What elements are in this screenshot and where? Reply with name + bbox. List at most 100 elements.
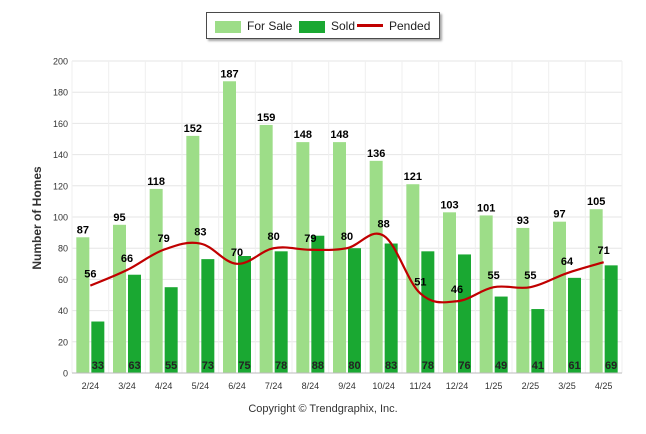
data-label-sold: 41 xyxy=(532,360,544,372)
x-tick-label: 3/25 xyxy=(558,381,576,391)
data-label-sold: 75 xyxy=(238,360,250,372)
legend-item-pended[interactable]: Pended xyxy=(357,19,430,33)
data-label-pended: 64 xyxy=(561,256,574,268)
bar-sold xyxy=(91,321,105,373)
data-label-sold: 55 xyxy=(165,360,177,372)
x-tick-label: 3/24 xyxy=(118,381,136,391)
x-tick-label: 2/25 xyxy=(522,381,540,391)
bar-for-sale xyxy=(516,227,530,373)
legend-swatch-pended xyxy=(357,24,383,28)
data-label-pended: 46 xyxy=(451,284,463,296)
axes: 0 20 40 60 80 100 120 140 160 180 200 2/24 3/24 4/24 5… xyxy=(53,57,622,391)
x-tick-label: 5/24 xyxy=(192,381,210,391)
x-tick-label: 7/24 xyxy=(265,381,283,391)
bar-sold xyxy=(568,277,581,373)
data-label-for-sale: 101 xyxy=(477,202,495,214)
bar-for-sale xyxy=(589,209,603,373)
bar-sold xyxy=(164,287,178,373)
legend-item-sold[interactable]: Sold xyxy=(299,19,355,33)
bar-for-sale xyxy=(223,81,236,373)
data-label-sold: 61 xyxy=(568,360,580,372)
bar-sold xyxy=(201,259,215,373)
y-tick-label: 80 xyxy=(58,244,68,254)
data-label-pended: 71 xyxy=(598,245,610,257)
data-label-for-sale: 103 xyxy=(440,199,458,211)
y-tick-label: 200 xyxy=(53,57,68,67)
data-label-for-sale: 95 xyxy=(113,212,125,224)
data-label-pended: 80 xyxy=(341,231,353,243)
y-tick-label: 100 xyxy=(53,213,68,223)
data-label-sold: 80 xyxy=(348,360,360,372)
y-tick-label: 120 xyxy=(53,181,68,191)
data-label-for-sale: 152 xyxy=(184,123,202,135)
data-label-pended: 56 xyxy=(84,269,96,281)
x-tick-label: 6/24 xyxy=(228,381,246,391)
y-axis-title: Number of Homes xyxy=(30,166,44,270)
bar-for-sale xyxy=(479,215,493,373)
data-label-pended: 80 xyxy=(268,231,280,243)
bar-sold xyxy=(384,243,398,373)
legend-item-for-sale[interactable]: For Sale xyxy=(215,19,292,33)
data-label-for-sale: 148 xyxy=(294,129,312,141)
x-tick-label: 4/24 xyxy=(155,381,173,391)
bar-for-sale xyxy=(553,221,566,373)
legend-label-pended: Pended xyxy=(389,19,431,33)
data-label-for-sale: 87 xyxy=(77,224,89,236)
data-label-for-sale: 159 xyxy=(257,112,275,124)
bar-sold xyxy=(494,296,508,373)
copyright-text: Copyright © Trendgraphix, Inc. xyxy=(248,403,398,415)
data-label-pended: 83 xyxy=(194,227,206,239)
data-label-pended: 79 xyxy=(158,233,170,245)
bar-for-sale xyxy=(369,160,383,373)
bar-for-sale xyxy=(333,142,346,373)
data-label-sold: 83 xyxy=(385,360,397,372)
bars xyxy=(76,81,618,374)
data-labels: 87 33 95 63 118 55 152 73 187 75 159 78 148 88 148 80 13… xyxy=(77,68,618,372)
x-tick-label: 8/24 xyxy=(302,381,320,391)
bar-sold xyxy=(311,235,325,373)
data-label-sold: 49 xyxy=(495,360,507,372)
bar-sold xyxy=(274,251,288,373)
bar-for-sale xyxy=(113,224,126,373)
data-label-pended: 55 xyxy=(524,270,536,282)
data-label-pended: 55 xyxy=(488,270,500,282)
bar-sold xyxy=(128,274,141,373)
data-label-pended: 70 xyxy=(231,247,243,259)
data-label-pended: 51 xyxy=(414,276,426,288)
data-label-pended: 66 xyxy=(121,253,133,265)
y-tick-label: 180 xyxy=(53,88,68,98)
x-tick-label: 11/24 xyxy=(409,381,431,391)
legend: For Sale Sold Pended xyxy=(206,12,440,39)
bar-for-sale xyxy=(259,124,273,374)
data-label-sold: 88 xyxy=(312,360,324,372)
data-label-for-sale: 93 xyxy=(517,215,529,227)
y-tick-label: 0 xyxy=(63,369,68,379)
bar-for-sale xyxy=(296,142,310,373)
bar-for-sale xyxy=(149,188,163,373)
data-label-for-sale: 121 xyxy=(404,171,422,183)
x-tick-label: 12/24 xyxy=(446,381,469,391)
data-label-for-sale: 136 xyxy=(367,148,385,160)
data-label-sold: 33 xyxy=(92,360,104,372)
data-label-sold: 73 xyxy=(202,360,214,372)
bar-for-sale xyxy=(406,184,420,373)
legend-swatch-for-sale xyxy=(215,20,241,33)
data-label-sold: 76 xyxy=(458,360,470,372)
data-label-for-sale: 118 xyxy=(147,176,165,188)
legend-label-sold: Sold xyxy=(331,19,356,33)
y-tick-label: 140 xyxy=(53,150,68,160)
x-tick-label: 9/24 xyxy=(338,381,356,391)
x-tick-label: 1/25 xyxy=(485,381,503,391)
y-tick-label: 40 xyxy=(58,306,68,316)
data-label-sold: 63 xyxy=(128,360,140,372)
x-tick-label: 2/24 xyxy=(82,381,100,391)
data-label-pended: 79 xyxy=(304,233,316,245)
data-label-for-sale: 148 xyxy=(330,129,348,141)
pended-line-path xyxy=(89,232,604,304)
data-label-sold: 78 xyxy=(275,360,287,372)
bar-sold xyxy=(604,265,618,373)
bar-sold xyxy=(348,248,361,373)
data-label-for-sale: 105 xyxy=(587,196,605,208)
x-tick-label: 4/25 xyxy=(595,381,613,391)
